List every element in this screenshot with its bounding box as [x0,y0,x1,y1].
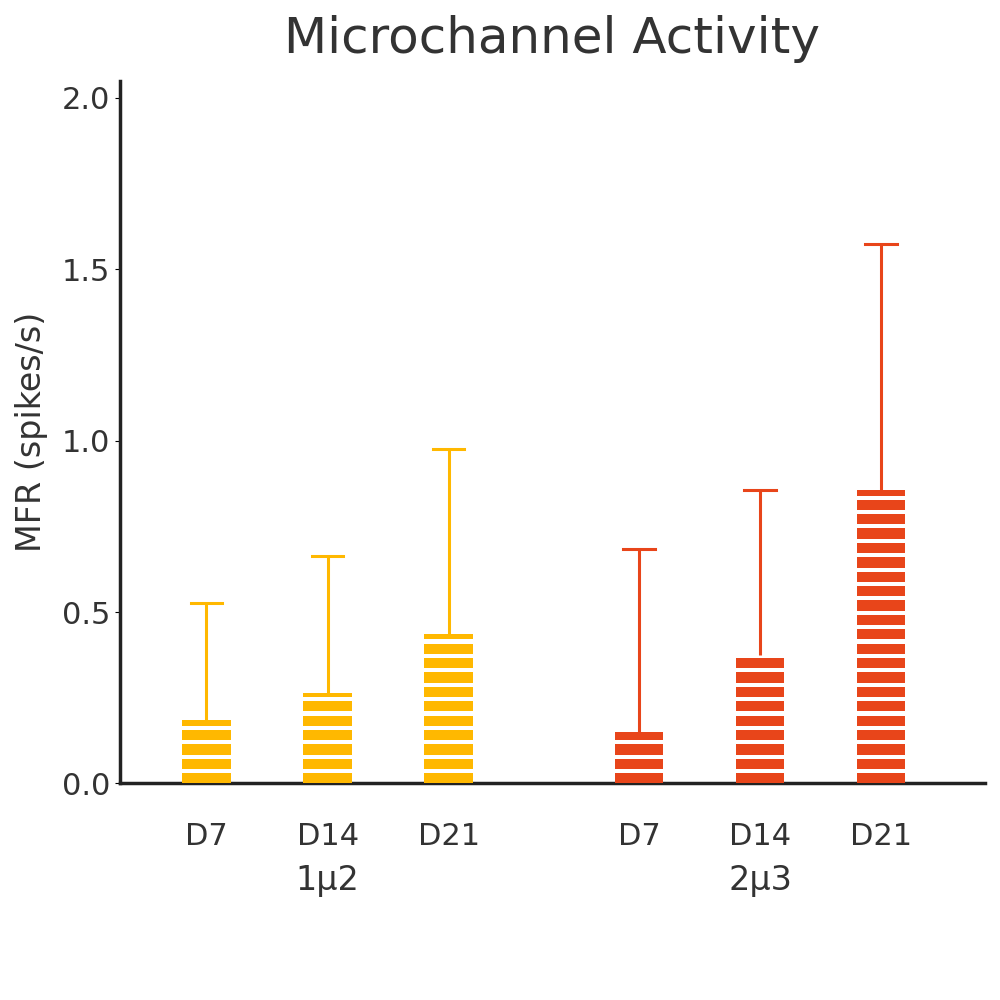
Bar [424,730,473,740]
Bar [736,658,784,668]
Bar [857,701,905,711]
Bar [303,730,352,740]
Bar [615,744,663,755]
Text: D21: D21 [418,822,480,851]
Title: Microchannel Activity: Microchannel Activity [284,15,820,63]
Bar [615,773,663,783]
Bar [182,730,231,740]
Bar [857,716,905,726]
Text: D14: D14 [297,822,359,851]
Bar [857,730,905,740]
Bar [424,716,473,726]
Y-axis label: MFR (spikes/s): MFR (spikes/s) [15,312,48,552]
Bar [182,759,231,769]
Bar [424,701,473,711]
Bar [736,716,784,726]
Bar [857,672,905,683]
Bar [736,701,784,711]
Bar [424,634,473,639]
Bar [857,773,905,783]
Bar [857,687,905,697]
Bar [303,716,352,726]
Bar [857,572,905,582]
Bar [424,644,473,654]
Text: D7: D7 [185,822,228,851]
Bar [182,773,231,783]
Text: 1μ2: 1μ2 [296,864,360,897]
Text: D7: D7 [618,822,660,851]
Bar [303,701,352,711]
Bar [857,629,905,639]
Bar [424,672,473,683]
Bar [182,744,231,755]
Bar [424,759,473,769]
Bar [857,658,905,668]
Bar [857,543,905,553]
Bar [857,490,905,496]
Bar [857,600,905,611]
Text: 2μ3: 2μ3 [728,864,792,897]
Text: D14: D14 [729,822,791,851]
Bar [857,586,905,596]
Bar [736,759,784,769]
Bar [424,687,473,697]
Bar [736,687,784,697]
Bar [424,773,473,783]
Bar [857,528,905,539]
Bar [182,720,231,726]
Bar [424,658,473,668]
Bar [615,732,663,740]
Bar [303,773,352,783]
Text: D21: D21 [850,822,912,851]
Bar [857,744,905,755]
Bar [736,672,784,683]
Bar [424,744,473,755]
Bar [736,744,784,755]
Bar [303,759,352,769]
Bar [857,615,905,625]
Bar [736,730,784,740]
Bar [857,644,905,654]
Bar [857,514,905,524]
Bar [857,759,905,769]
Bar [857,557,905,568]
Bar [615,759,663,769]
Bar [736,773,784,783]
Bar [303,744,352,755]
Bar [857,500,905,510]
Bar [303,693,352,697]
